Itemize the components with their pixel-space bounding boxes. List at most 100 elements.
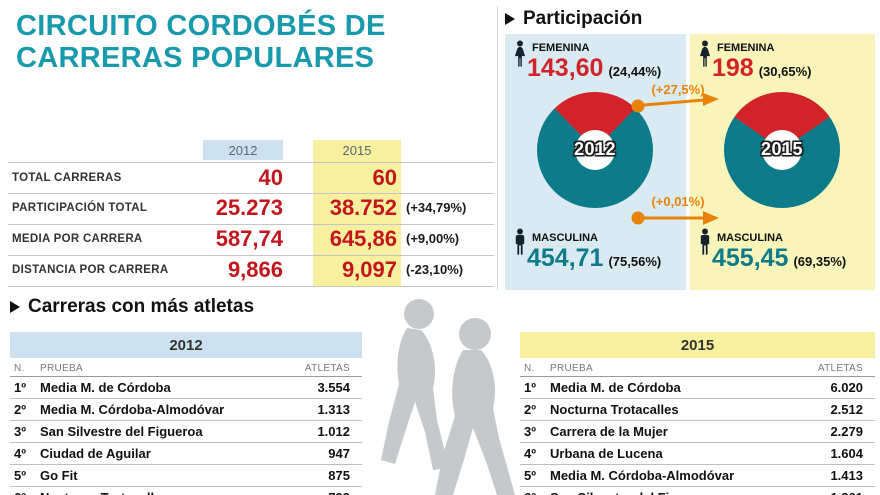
race-name: Media M. Córdoba-Almodóvar xyxy=(40,402,225,417)
race-row: 4º Urbana de Lucena 1.604 xyxy=(520,443,875,465)
race-row: 6º San Silvestre del Figueroa 1.361 xyxy=(520,487,875,495)
donut-hole xyxy=(575,130,615,170)
race-row: 5º Media M. Córdoba-Almodóvar 1.413 xyxy=(520,465,875,487)
male-value: 454,71 xyxy=(527,244,604,272)
stat-value-2015: 38.752 xyxy=(329,195,397,220)
races-table-year: 2015 xyxy=(520,332,875,358)
race-name: San Silvestre del Figueroa xyxy=(40,424,203,439)
arrow-head-icon xyxy=(703,93,719,106)
stat-value-2015: 645,86 xyxy=(329,226,397,251)
donut-chart-2012: 2012 xyxy=(537,92,653,208)
race-position: 6º xyxy=(524,490,550,495)
stat-value-2015: 9,097 xyxy=(341,257,397,282)
stat-delta: (-23,10%) xyxy=(406,262,464,277)
race-athletes: 875 xyxy=(328,468,350,483)
stat-value-2012: 9,866 xyxy=(227,257,283,282)
male-value-row: 455,45 (69,35%) xyxy=(712,244,846,273)
arrow-head-icon xyxy=(703,211,719,225)
race-name: Nocturna Trotacalles xyxy=(40,490,286,495)
stats-row-distancia-por-carrera: DISTANCIA POR CARRERA 9,866 9,097 (-23,1… xyxy=(0,255,500,285)
stats-col-header-2012: 2012 xyxy=(203,140,283,160)
race-athletes: 2.512 xyxy=(830,402,863,417)
stat-value-2015: 60 xyxy=(372,165,397,190)
col-header-n: N. xyxy=(14,363,25,374)
divider xyxy=(8,224,494,225)
race-row: 4º Ciudad de Aguilar 947 xyxy=(10,443,362,465)
male-label: MASCULINA xyxy=(532,232,598,244)
stat-delta xyxy=(406,163,494,193)
female-value-row: 143,60 (24,44%) xyxy=(527,54,661,83)
stat-value-2012: 587,74 xyxy=(215,226,283,251)
divider xyxy=(8,193,494,194)
stat-value-2012: 25.273 xyxy=(215,195,283,220)
male-change-arrow: (+0,01%) xyxy=(631,194,719,225)
female-label: FEMENINA xyxy=(532,42,590,54)
race-name: Ciudad de Aguilar xyxy=(40,446,151,461)
runners-silhouette xyxy=(381,299,515,495)
race-name: Carrera de la Mujer xyxy=(550,424,668,439)
race-name: Media M. de Córdoba xyxy=(550,380,681,395)
divider xyxy=(8,255,494,256)
participation-panel-2015: FEMENINA 198 (30,65%) 2015 MASCULINA 455,… xyxy=(690,34,875,290)
col-header-n: N. xyxy=(524,363,535,374)
race-position: 1º xyxy=(14,380,26,395)
arrow-origin-dot xyxy=(631,211,645,225)
stat-delta: (+34,79%) xyxy=(406,200,467,215)
male-icon xyxy=(700,228,710,255)
race-row: 6º Nocturna Trotacalles 799 xyxy=(10,487,362,495)
donut-hole xyxy=(762,130,802,170)
race-position: 3º xyxy=(14,424,26,439)
races-table-2015: 2015 N. PRUEBA ATLETAS 1º Media M. de Có… xyxy=(520,332,875,495)
donut-chart-2015: 2015 xyxy=(724,92,840,208)
race-name: Media M. Córdoba-Almodóvar xyxy=(550,468,735,483)
participation-panel-2012: FEMENINA 143,60 (24,44%) 2012 MASCULINA 4… xyxy=(505,34,686,290)
donut-year-label: 2015 xyxy=(760,139,804,160)
stat-label: PARTICIPACIÓN TOTAL xyxy=(12,202,148,214)
race-position: 5º xyxy=(14,468,26,483)
arrow-shaft xyxy=(643,98,705,107)
race-athletes: 2.279 xyxy=(830,424,863,439)
race-athletes: 1.604 xyxy=(830,446,863,461)
stat-delta: (+9,00%) xyxy=(406,231,460,246)
stats-2015-column-highlight xyxy=(313,140,401,286)
race-athletes: 799 xyxy=(286,490,358,495)
female-icon xyxy=(699,40,711,67)
male-label: MASCULINA xyxy=(717,232,783,244)
female-percent: (30,65%) xyxy=(758,64,812,79)
race-position: 4º xyxy=(14,446,26,461)
race-position: 2º xyxy=(524,402,536,417)
triangle-bullet-icon xyxy=(10,301,20,313)
male-value-row: 454,71 (75,56%) xyxy=(527,244,661,273)
races-table-column-headers: N. PRUEBA ATLETAS xyxy=(10,358,362,377)
race-position: 6º xyxy=(14,490,40,495)
female-value: 143,60 xyxy=(527,54,604,82)
race-row: 2º Nocturna Trotacalles 2.512 xyxy=(520,399,875,421)
male-icon xyxy=(515,228,525,255)
race-athletes: 6.020 xyxy=(830,380,863,395)
vertical-divider xyxy=(497,6,498,290)
races-table-year: 2012 xyxy=(10,332,362,358)
race-row: 3º Carrera de la Mujer 2.279 xyxy=(520,421,875,443)
male-change-label: (+0,01%) xyxy=(651,194,704,209)
race-position: 5º xyxy=(524,468,536,483)
page-title: CIRCUITO CORDOBÉS DE CARRERAS POPULARES xyxy=(16,10,496,75)
divider xyxy=(8,286,494,287)
divider xyxy=(8,162,494,163)
stats-row-total-carreras: TOTAL CARRERAS 40 60 xyxy=(0,163,500,193)
page-title-line1: CIRCUITO CORDOBÉS DE xyxy=(16,10,386,42)
races-section-header: Carreras con más atletas xyxy=(10,296,254,318)
race-athletes: 1.012 xyxy=(317,424,350,439)
col-header-atletas: ATLETAS xyxy=(304,363,350,374)
race-row: 5º Go Fit 875 xyxy=(10,465,362,487)
race-row: 1º Media M. de Córdoba 6.020 xyxy=(520,377,875,399)
race-athletes: 1.313 xyxy=(317,402,350,417)
race-position: 2º xyxy=(14,402,26,417)
races-header-label: Carreras con más atletas xyxy=(28,296,255,317)
participation-header-label: Participación xyxy=(523,8,643,29)
triangle-bullet-icon xyxy=(505,13,515,25)
male-percent: (75,56%) xyxy=(608,254,662,269)
race-name: Urbana de Lucena xyxy=(550,446,663,461)
stat-label: MEDIA POR CARRERA xyxy=(12,233,143,245)
male-percent: (69,35%) xyxy=(793,254,847,269)
